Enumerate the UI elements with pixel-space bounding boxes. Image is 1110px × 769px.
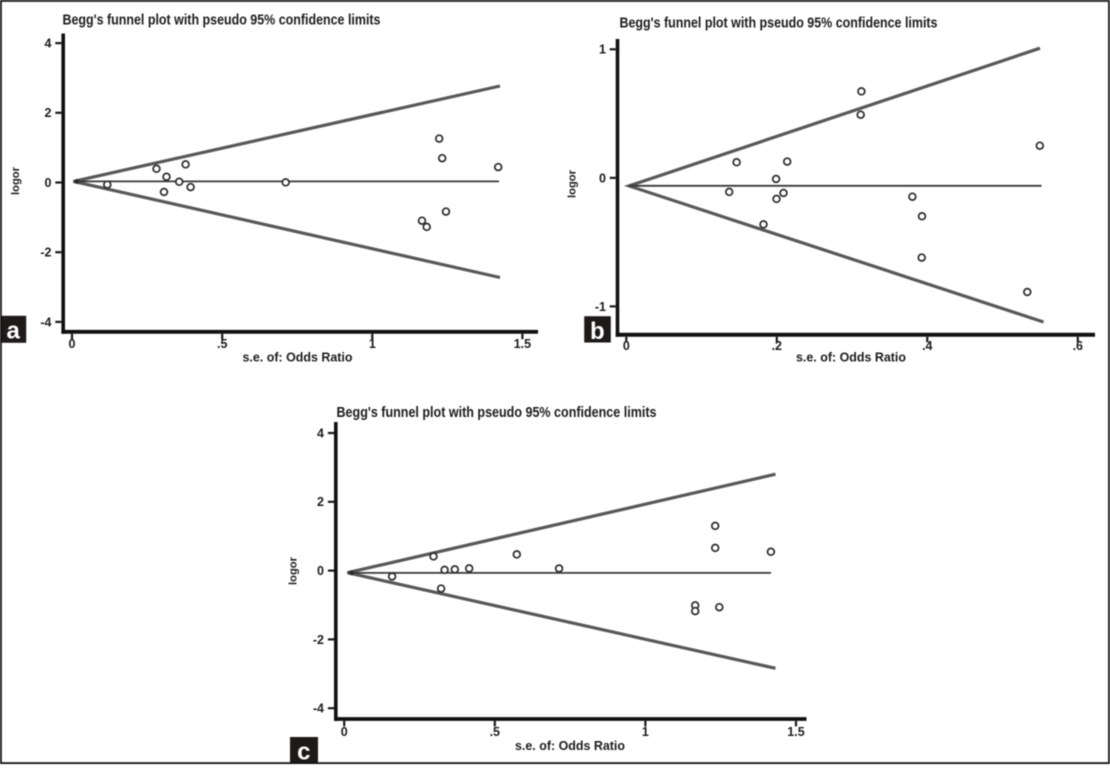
svg-text:0: 0 <box>45 176 52 190</box>
svg-text:.5: .5 <box>217 337 227 351</box>
svg-text:1: 1 <box>369 337 376 351</box>
svg-text:0: 0 <box>341 725 348 739</box>
svg-text:c: c <box>297 739 310 764</box>
svg-text:a: a <box>7 318 21 345</box>
svg-text:Begg's funnel plot with pseudo: Begg's funnel plot with pseudo 95% confi… <box>63 11 381 28</box>
svg-text:.2: .2 <box>772 339 782 353</box>
svg-text:1.5: 1.5 <box>787 725 804 739</box>
svg-text:-4: -4 <box>40 315 51 329</box>
svg-text:s.e. of: Odds Ratio: s.e. of: Odds Ratio <box>515 739 625 753</box>
svg-text:2: 2 <box>45 106 52 120</box>
svg-text:logor: logor <box>567 169 579 198</box>
svg-text:4: 4 <box>45 37 52 51</box>
svg-text:s.e. of: Odds Ratio: s.e. of: Odds Ratio <box>796 351 906 365</box>
svg-text:-2: -2 <box>40 246 51 260</box>
svg-text:b: b <box>590 318 605 345</box>
svg-text:-2: -2 <box>313 633 324 647</box>
svg-text:0: 0 <box>623 339 630 353</box>
svg-text:0: 0 <box>69 337 76 351</box>
svg-text:4: 4 <box>317 426 324 440</box>
svg-text:logor: logor <box>288 556 300 585</box>
svg-text:2: 2 <box>317 495 324 509</box>
svg-text:s.e. of: Odds Ratio: s.e. of: Odds Ratio <box>243 351 353 365</box>
svg-text:1: 1 <box>642 725 649 739</box>
svg-text:logor: logor <box>10 166 22 195</box>
svg-text:.6: .6 <box>1073 339 1083 353</box>
svg-text:.4: .4 <box>922 339 932 353</box>
svg-text:-4: -4 <box>313 702 324 716</box>
svg-text:Begg's funnel plot with pseudo: Begg's funnel plot with pseudo 95% confi… <box>620 15 938 32</box>
svg-text:1.5: 1.5 <box>514 337 531 351</box>
svg-text:-1: -1 <box>595 300 606 314</box>
svg-text:Begg's funnel plot with pseudo: Begg's funnel plot with pseudo 95% confi… <box>337 404 657 421</box>
svg-text:1: 1 <box>599 43 606 57</box>
svg-text:0: 0 <box>317 564 324 578</box>
svg-text:.5: .5 <box>490 725 500 739</box>
svg-text:0: 0 <box>599 171 606 185</box>
